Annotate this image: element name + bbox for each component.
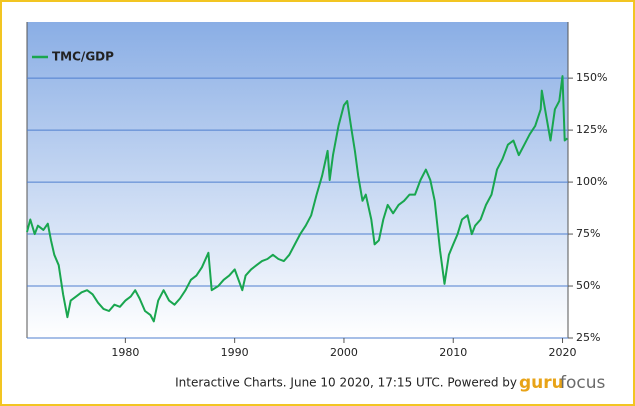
x-tick-label: 2010 [439,346,467,359]
plot-background [27,22,568,338]
y-tick-label: 75% [576,227,600,240]
y-tick-label: 50% [576,279,600,292]
credit-text: Interactive Charts. June 10 2020, 17:15 … [175,376,517,390]
y-tick-label: 150% [576,71,607,84]
x-tick-label: 1980 [111,346,139,359]
x-tick-label: 1990 [221,346,249,359]
y-tick-label: 125% [576,123,607,136]
y-tick-label: 100% [576,175,607,188]
y-tick-label: 25% [576,331,600,344]
x-tick-label: 2000 [330,346,358,359]
data-line [26,75,568,323]
x-tick-label: 2020 [549,346,577,359]
legend-label: TMC/GDP [52,50,114,64]
brand-guru: guru [519,373,564,393]
brand-focus: focus [560,373,606,393]
